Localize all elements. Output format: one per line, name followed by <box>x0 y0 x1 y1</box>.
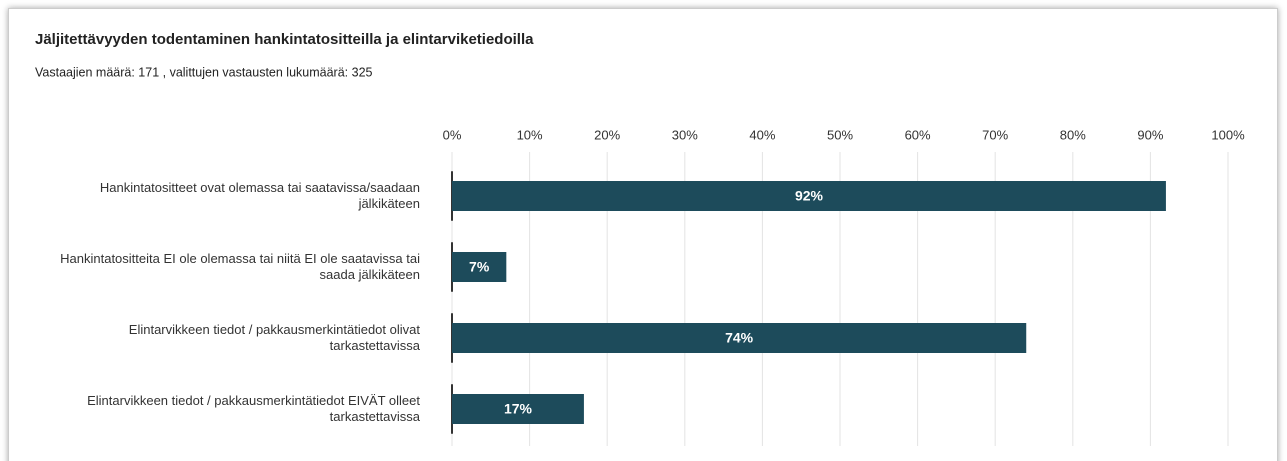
value-label: 74% <box>725 330 754 346</box>
bar <box>452 323 1027 353</box>
bar <box>452 394 584 424</box>
x-tick-label: 90% <box>1137 127 1163 142</box>
x-tick-label: 0% <box>443 127 462 142</box>
x-tick-label: 40% <box>749 127 775 142</box>
x-tick-label: 10% <box>517 127 543 142</box>
x-tick-label: 70% <box>982 127 1008 142</box>
value-label: 92% <box>795 188 824 204</box>
x-tick-label: 100% <box>1211 127 1245 142</box>
x-tick-label: 80% <box>1060 127 1086 142</box>
bar <box>452 181 1166 211</box>
x-tick-label: 30% <box>672 127 698 142</box>
chart-title: Jäljitettävyyden todentaminen hankintato… <box>35 31 534 48</box>
x-tick-label: 20% <box>594 127 620 142</box>
category-label: Elintarvikkeen tiedot / pakkausmerkintät… <box>87 393 420 424</box>
category-label: Hankintatositteet ovat olemassa tai saat… <box>99 180 420 211</box>
value-label: 7% <box>469 259 490 275</box>
chart-subtitle: Vastaajien määrä: 171 , valittujen vasta… <box>35 65 373 79</box>
x-tick-label: 60% <box>905 127 931 142</box>
value-label: 17% <box>504 401 533 417</box>
category-label: Hankintatositteita EI ole olemassa tai n… <box>60 251 420 282</box>
category-label: Elintarvikkeen tiedot / pakkausmerkintät… <box>128 322 420 353</box>
bar <box>452 252 507 282</box>
x-tick-label: 50% <box>827 127 853 142</box>
panel <box>8 8 1278 461</box>
